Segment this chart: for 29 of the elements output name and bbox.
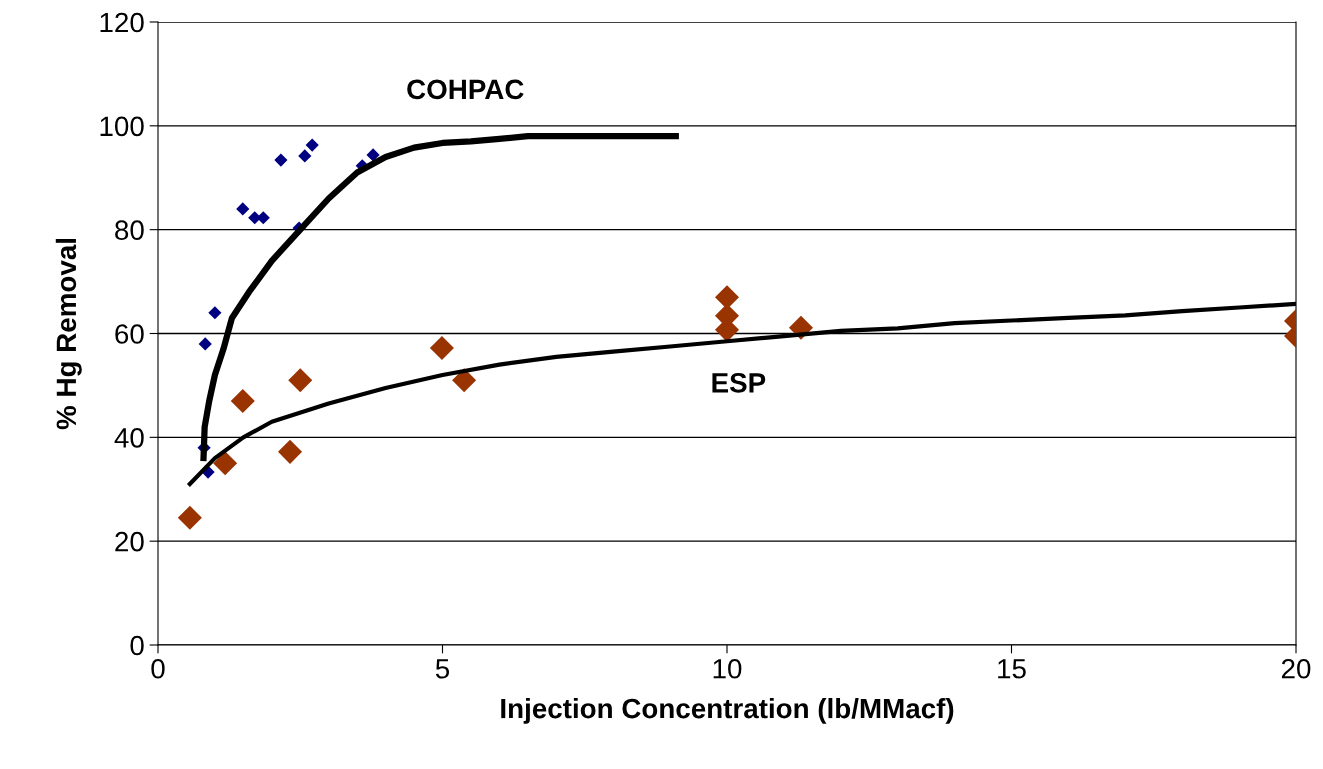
- point: [177, 505, 202, 530]
- x-axis-title: Injection Concentration (lb/MMacf): [501, 697, 954, 724]
- point: [277, 439, 303, 464]
- point: [198, 337, 212, 351]
- x-tick-label: 20: [1281, 658, 1311, 679]
- point: [230, 388, 255, 414]
- y-tick-label: 0: [130, 635, 144, 656]
- y-tick-label: 80: [115, 220, 144, 241]
- y-tick-label: 40: [114, 428, 144, 448]
- y-tick-label: 120: [100, 12, 144, 33]
- point: [305, 138, 319, 152]
- point: [208, 306, 222, 320]
- y-tick-label: 60: [115, 324, 144, 344]
- point: [298, 149, 312, 163]
- point: [429, 336, 454, 361]
- point: [236, 202, 250, 216]
- x-tick-label: 5: [435, 659, 450, 679]
- point: [213, 451, 238, 476]
- y-axis-title: % Hg Removal: [55, 238, 82, 430]
- point: [288, 368, 313, 393]
- x-tick-label: 0: [151, 658, 165, 679]
- x-tick-label: 10: [713, 658, 742, 679]
- annotation: ESP: [712, 373, 766, 393]
- point: [366, 148, 380, 162]
- y-tick-label: 100: [100, 116, 144, 137]
- x-tick-label: 15: [998, 659, 1026, 679]
- y-tick-label: 20: [115, 531, 144, 552]
- annotation: COHPAC: [407, 79, 524, 100]
- point: [274, 153, 288, 167]
